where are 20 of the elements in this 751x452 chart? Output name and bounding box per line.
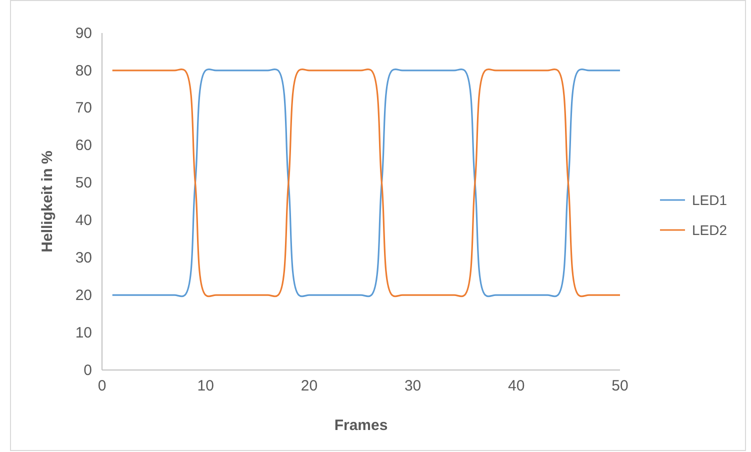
y-tick-label: 40 <box>75 212 92 230</box>
y-tick-label: 70 <box>75 100 92 117</box>
legend-label: LED1 <box>692 192 728 208</box>
x-tick-label: 30 <box>404 378 422 395</box>
x-tick-label: 0 <box>98 378 106 395</box>
x-tick-label: 10 <box>197 378 214 395</box>
x-tick-label: 50 <box>612 378 628 395</box>
y-tick-label: 60 <box>75 137 92 154</box>
y-tick-label: 10 <box>75 324 92 342</box>
y-axis-title: Helligkeit in % <box>39 150 56 252</box>
y-tick-label: 20 <box>75 286 92 304</box>
x-tick-label: 20 <box>300 378 318 395</box>
y-tick-label: 90 <box>75 24 92 42</box>
x-tick-label: 40 <box>508 378 525 395</box>
y-tick-label: 50 <box>75 174 92 192</box>
y-tick-label: 30 <box>75 249 92 266</box>
y-tick-label: 0 <box>84 362 92 379</box>
x-axis-title: Frames <box>334 417 388 434</box>
y-tick-label: 80 <box>75 62 92 80</box>
legend-label: LED2 <box>692 222 728 238</box>
